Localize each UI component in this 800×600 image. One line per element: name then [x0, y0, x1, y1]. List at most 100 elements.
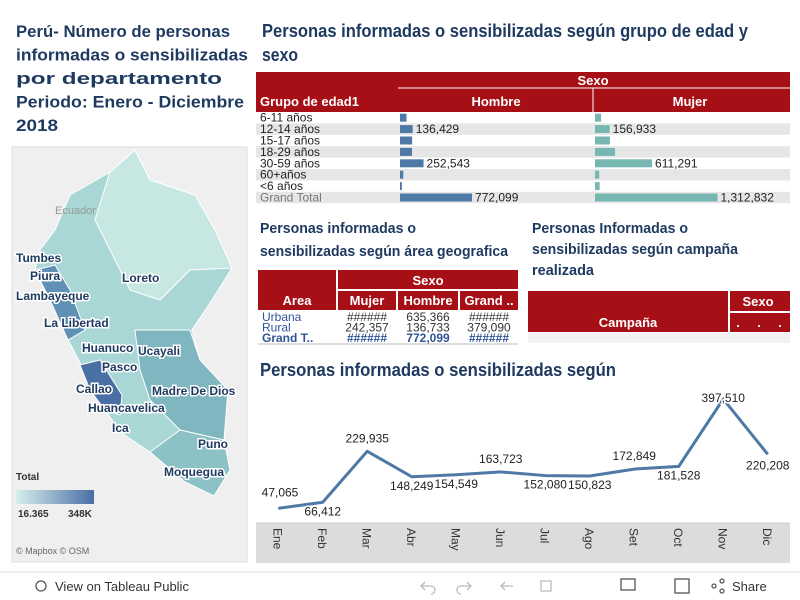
- map-label: Madre De Dios: [152, 384, 236, 398]
- row-label: 60+años: [260, 168, 306, 182]
- chart-title: Personas informadas o sensibilizadas seg…: [260, 360, 616, 380]
- tableau-icon[interactable]: [35, 580, 47, 592]
- x-tick-label: Ene: [270, 528, 284, 550]
- table-cell: Rural: [262, 321, 291, 335]
- row-label: 6-11 años: [260, 111, 312, 125]
- x-tick-label: Set: [626, 528, 640, 547]
- data-label: 181,528: [657, 468, 701, 482]
- map-title: informadas o sensibilizadas: [16, 46, 248, 65]
- data-label: 163,723: [479, 452, 523, 466]
- redo-icon[interactable]: [456, 581, 472, 595]
- x-tick-label: Abr: [404, 528, 418, 547]
- table-title: Personas Informadas o: [532, 220, 688, 237]
- map-label: Lambayeque: [16, 289, 90, 303]
- map-title: por departamento: [16, 69, 222, 88]
- legend-gradient: [16, 490, 94, 504]
- line: [278, 397, 769, 510]
- data-label: 220,208: [746, 458, 790, 472]
- row-label: <6 años: [260, 179, 303, 193]
- data-label: 154,549: [435, 477, 479, 491]
- column-header: .: [757, 315, 761, 330]
- data-label: 152,080: [524, 478, 568, 492]
- group-header: Sexo: [412, 273, 443, 288]
- bar: [400, 136, 413, 145]
- row-label: 18-29 años: [260, 145, 320, 159]
- table-cell: 772,099: [406, 331, 450, 345]
- x-tick-label: Dic: [760, 528, 774, 545]
- row-label: Grand Total: [260, 191, 322, 205]
- bar: [400, 125, 413, 134]
- share-icon[interactable]: [711, 583, 717, 589]
- data-label: 611,291: [655, 156, 698, 170]
- data-label: 1,312,832: [720, 191, 774, 205]
- x-axis-band: [256, 523, 790, 563]
- table-cell: Grand T..: [262, 331, 313, 345]
- map-label: Puno: [198, 437, 228, 451]
- table-title: sensibilizadas según campaña: [532, 241, 739, 258]
- group-header: Sexo: [577, 73, 608, 88]
- column-header: Campaña: [599, 315, 658, 330]
- pause-icon[interactable]: [540, 580, 552, 592]
- row-band: [256, 123, 790, 135]
- map-region: [34, 264, 86, 341]
- map-region: [149, 429, 231, 497]
- group-header: Sexo: [742, 294, 773, 309]
- download-icon[interactable]: [620, 578, 636, 591]
- x-tick-label: Feb: [315, 528, 329, 549]
- bar: [400, 113, 407, 122]
- data-label: 772,099: [475, 191, 519, 205]
- map-label: Pasco: [102, 360, 137, 374]
- bar: [595, 193, 718, 202]
- column-header: Mujer: [350, 293, 385, 308]
- data-label: 252,543: [427, 156, 471, 170]
- map-label: La Libertad: [44, 316, 109, 330]
- table-row: [528, 333, 790, 343]
- bar: [400, 182, 402, 191]
- column-header: Grand ..: [464, 293, 513, 308]
- bar: [400, 159, 424, 168]
- x-tick-label: Ago: [582, 528, 596, 550]
- legend-max: 348K: [68, 509, 93, 520]
- data-label: 397,510: [702, 391, 746, 405]
- row-label: 12-14 años: [260, 122, 320, 136]
- row-label: 30-59 años: [260, 156, 320, 170]
- table-cell: 136,733: [406, 321, 450, 335]
- chart-title: Personas informadas o sensibilizadas seg…: [262, 21, 748, 41]
- chart-title: sexo: [262, 45, 298, 65]
- map-title: Periodo: Enero - Diciembre: [16, 93, 244, 112]
- map-label: Ucayali: [138, 344, 180, 358]
- map-label: Tumbes: [16, 251, 61, 265]
- bar: [400, 193, 473, 202]
- table-cell: ######: [469, 310, 509, 324]
- row-band: [256, 146, 790, 158]
- map-label: Moquegua: [164, 465, 224, 479]
- table-title: sensibilizadas según área geografica: [260, 243, 509, 260]
- map-label: Huanuco: [82, 341, 133, 355]
- data-label: 150,823: [568, 478, 612, 492]
- map-label: Ecuador: [55, 205, 96, 217]
- undo-icon[interactable]: [420, 581, 436, 595]
- column-header: Area: [283, 293, 313, 308]
- table-cell: ######: [469, 331, 509, 345]
- map-title: 2018: [16, 116, 58, 135]
- legend-min: 16.365: [18, 509, 49, 520]
- bar: [595, 113, 602, 122]
- table-title: realizada: [532, 262, 595, 279]
- map-label: Loreto: [122, 271, 159, 285]
- data-label: 148,249: [390, 479, 434, 493]
- x-tick-label: Mar: [359, 528, 373, 549]
- data-label: 136,429: [416, 122, 460, 136]
- map-label: Huancavelica: [88, 401, 165, 415]
- x-tick-label: Oct: [671, 528, 685, 547]
- column-header: .: [736, 315, 740, 330]
- table-cell: 635,366: [406, 310, 450, 324]
- view-on-tableau[interactable]: View on Tableau Public: [55, 579, 189, 594]
- revert-icon[interactable]: [500, 581, 513, 591]
- map-label: Piura: [30, 269, 60, 283]
- legend-label: Mujer: [673, 94, 708, 109]
- table-cell: ######: [347, 310, 387, 324]
- fullscreen-icon[interactable]: [674, 578, 690, 594]
- map-region: [79, 359, 123, 416]
- share-button[interactable]: Share: [732, 579, 767, 594]
